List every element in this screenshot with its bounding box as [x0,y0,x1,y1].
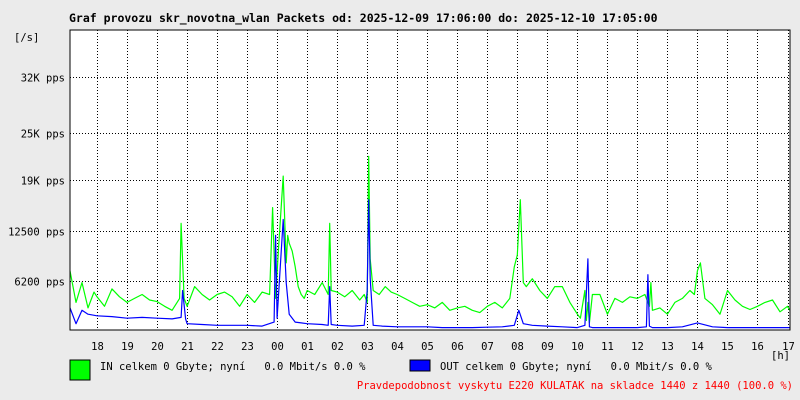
legend-out-label: OUT celkem 0 Gbyte; nyní 0.0 Mbit/s 0.0 … [440,361,713,373]
x-tick-label: 01 [301,341,314,353]
grid [70,30,790,330]
legend-in-swatch [69,359,91,381]
plot-frame [69,29,791,331]
x-tick-label: 19 [121,341,134,353]
series-layer [69,155,791,329]
x-tick-label: 11 [601,341,614,353]
x-tick-label: 07 [481,341,494,353]
y-tick-label: 6200 pps [14,277,65,289]
y-unit-label: [/s] [14,32,39,44]
y-tick-label: 32K pps [21,73,65,85]
x-tick-label: 06 [451,341,464,353]
x-tick-label: 04 [391,341,404,353]
x-tick-label: 09 [541,341,554,353]
chart-title: Graf provozu skr_novotna_wlan Packets od… [69,11,658,26]
series-line-in [69,155,791,324]
legend-out-swatch [409,359,431,372]
x-tick-label: 15 [721,341,734,353]
x-tick-label: 14 [691,341,704,353]
x-tick-label: 00 [271,341,284,353]
x-tick-label: 20 [151,341,164,353]
footer-note: Pravdepodobnost vyskytu E220 KULATAK na … [357,380,793,392]
series-line-out [69,199,790,329]
x-tick-label: 08 [511,341,524,353]
y-tick-label: 25K pps [21,129,65,141]
x-tick-label: 02 [331,341,344,353]
x-tick-label: 22 [211,341,224,353]
y-tick-label: 19K pps [21,176,65,188]
x-tick-label: 12 [631,341,644,353]
x-tick-label: 10 [571,341,584,353]
x-tick-label: 16 [751,341,764,353]
x-tick-label: 03 [361,341,374,353]
x-tick-label: 13 [661,341,674,353]
legend-in-label: IN celkem 0 Gbyte; nyní 0.0 Mbit/s 0.0 % [100,361,366,373]
y-axis: 6200 pps 12500 pps 19K pps 25K pps 32K pps [8,73,65,289]
x-tick-label: 18 [91,341,104,353]
x-tick-label: 21 [181,341,194,353]
x-axis: 18 19 20 21 22 23 00 01 02 03 04 05 06 07 08 09 10 11 12 13… [91,341,795,353]
y-tick-label: 12500 pps [8,227,65,239]
x-tick-label: 05 [421,341,434,353]
x-tick-label: 23 [241,341,254,353]
x-unit-label: [h] [771,350,790,362]
x-tick-label: 17 [782,341,795,353]
